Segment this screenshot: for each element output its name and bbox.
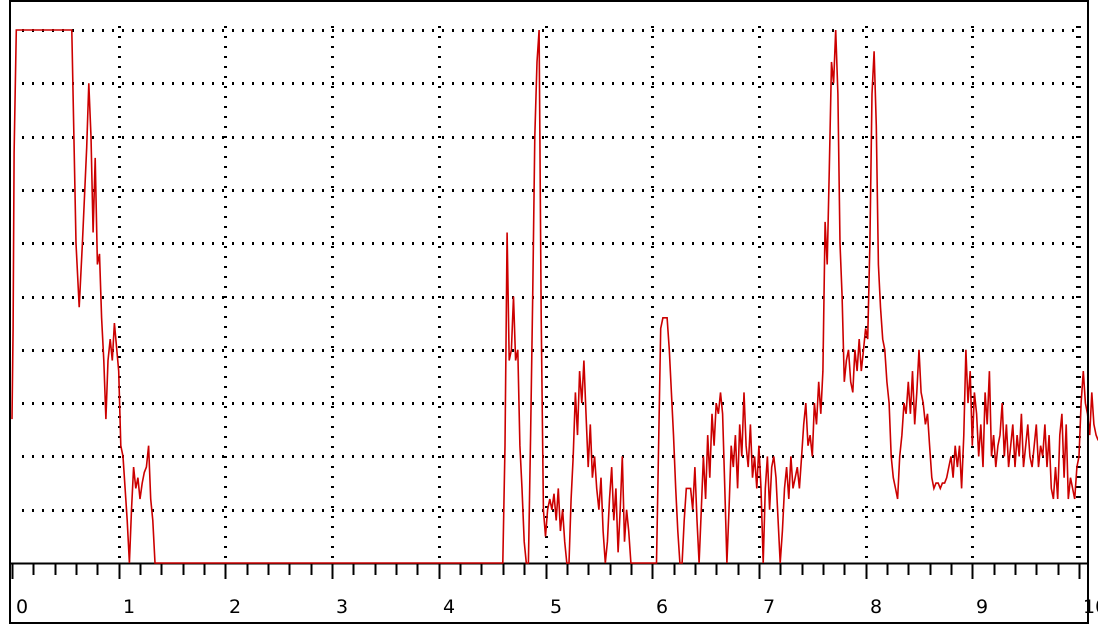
- x-tick-label: 6: [656, 596, 668, 618]
- x-tick-label: 1: [123, 596, 135, 618]
- x-tick-label: 8: [870, 596, 882, 618]
- x-tick-label: 5: [550, 596, 562, 618]
- x-tick-label: 9: [976, 596, 988, 618]
- plot-frame: [9, 0, 1089, 624]
- x-tick-label: 3: [336, 596, 348, 618]
- x-tick-label: 4: [443, 596, 455, 618]
- x-axis: 0 1 2 3 4 5 6 7 8 9 10: [10, 562, 1098, 618]
- series-line: [11, 29, 1098, 564]
- x-tick-label: 0: [16, 596, 28, 618]
- x-tick-label: 2: [229, 596, 241, 618]
- plot-border: [9, 0, 1089, 624]
- series-layer: [11, 29, 1098, 564]
- grid: [22, 26, 1082, 563]
- x-tick-label: 10: [1083, 596, 1098, 618]
- x-tick-label: 7: [763, 596, 775, 618]
